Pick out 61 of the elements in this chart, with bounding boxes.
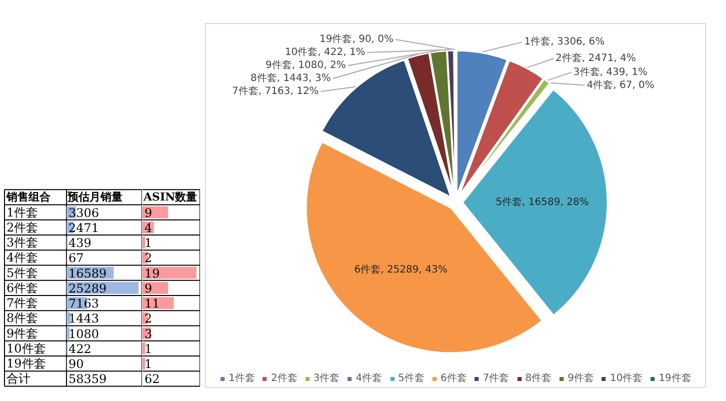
data-label: 2471 (68, 220, 100, 235)
data-label: 9 (144, 281, 152, 296)
data-label: 1件套, 3306, 6% (524, 36, 605, 48)
y-tick-label: 1件套 (6, 205, 38, 220)
data-label: 1443 (68, 312, 100, 326)
data-label: 2件套, 2471, 4% (556, 52, 636, 64)
chart-title: ASIN数量 (142, 190, 198, 204)
data-label: 9件套, 1080, 2% (265, 59, 346, 71)
y-tick-label: 9件套 (6, 326, 38, 340)
data-label: 19 (144, 266, 160, 280)
legend-label: 1件套 (228, 372, 255, 385)
data-label: 8件套, 1443, 3% (250, 72, 331, 84)
y-tick-label: 6件套 (6, 280, 38, 295)
y-tick-label: 5件套 (6, 266, 38, 280)
data-label: 1080 (68, 326, 100, 341)
legend-label: 6件套 (440, 372, 467, 385)
legend-label: 2件套 (270, 372, 298, 385)
text: 合计 (6, 372, 30, 386)
legend-label: 19件套 (658, 372, 692, 385)
legend-label: 8件套 (525, 372, 552, 385)
data-label: 1 (144, 357, 152, 372)
data-label: 90 (68, 357, 84, 372)
legend-label: 9件套 (568, 372, 594, 385)
legend-label: 4件套 (356, 372, 382, 385)
data-label: 1 (144, 236, 152, 250)
y-tick-label: 7件套 (6, 296, 38, 310)
data-label: 67 (68, 251, 84, 266)
data-label: 6件套, 25289, 43% (354, 263, 448, 276)
data-label: 3 (144, 326, 152, 341)
data-label: 3306 (68, 206, 100, 220)
data-label: 4 (144, 220, 152, 235)
data-label: 11 (144, 296, 160, 311)
y-axis-title: 销售组合 (6, 190, 52, 204)
chart-title: 预估月销量 (66, 190, 122, 204)
annotation: 58359 (68, 372, 107, 386)
y-tick-label: 19件套 (6, 356, 46, 371)
data-label: 2 (144, 312, 152, 326)
data-label: 422 (68, 342, 92, 356)
data-label: 439 (68, 236, 92, 250)
data-label: 1 (144, 342, 152, 356)
data-label: 25289 (68, 281, 107, 296)
annotation: 62 (144, 372, 160, 386)
data-label: 4件套, 67, 0% (586, 78, 654, 91)
legend-label: 10件套 (610, 372, 643, 385)
y-tick-label: 10件套 (6, 341, 46, 356)
y-tick-label: 3件套 (6, 236, 38, 250)
legend-label: 7件套 (482, 372, 510, 385)
data-label: 19件套, 90, 0% (320, 33, 394, 45)
data-label: 9 (144, 206, 152, 220)
legend-label: 5件套 (398, 372, 424, 385)
y-tick-label: 4件套 (6, 250, 38, 265)
data-label: 7163 (68, 296, 100, 311)
data-label: 16589 (68, 266, 107, 280)
y-tick-label: 8件套 (6, 311, 38, 326)
data-label: 10件套, 422, 1% (284, 46, 366, 58)
data-label: 2 (144, 251, 152, 266)
data-label: 5件套, 16589, 28% (496, 196, 589, 208)
legend-label: 3件套 (313, 372, 340, 385)
data-label: 3件套, 439, 1% (573, 66, 648, 78)
y-tick-label: 2件套 (6, 220, 38, 234)
data-label: 7件套, 7163, 12% (232, 85, 319, 97)
